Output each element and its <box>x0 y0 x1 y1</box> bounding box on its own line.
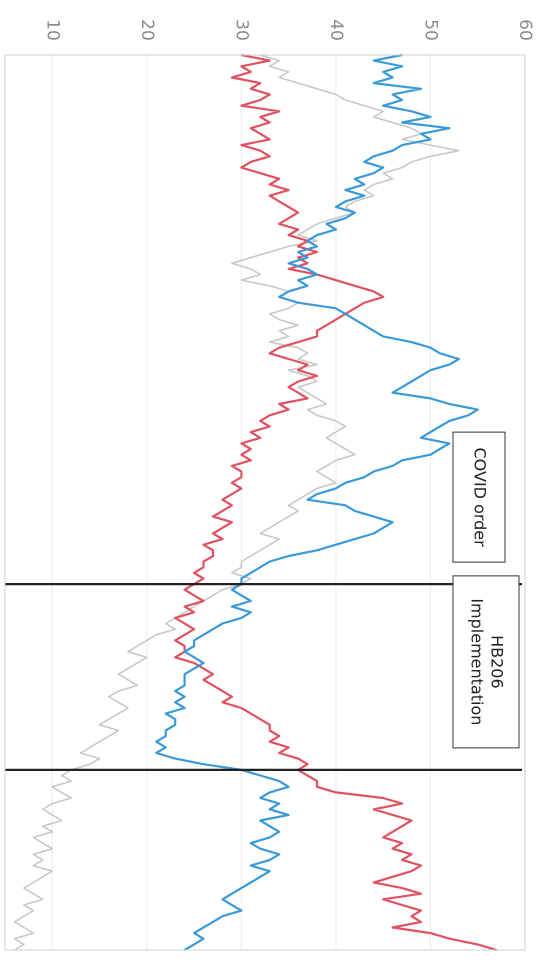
y-tick-label-50: 50 <box>420 19 440 41</box>
annotation-label-1: HB206Implementation <box>468 598 507 725</box>
y-tick-label-10: 10 <box>42 19 62 41</box>
y-tick-label-40: 40 <box>326 19 346 41</box>
series-line-1 <box>174 53 497 952</box>
series-line-2 <box>13 54 460 951</box>
annotation-layer: COVID order HB206Implementation <box>5 431 522 771</box>
y-tick-label-30: 30 <box>231 19 251 41</box>
y-tick-label-20: 20 <box>137 19 157 41</box>
y-tick-label-60: 60 <box>515 19 535 41</box>
y-axis-ticks: 10 20 30 40 50 60 <box>42 19 535 41</box>
series-line-0 <box>155 53 479 951</box>
annotation-label-0: COVID order <box>471 448 490 548</box>
series-layer <box>13 53 497 952</box>
plot-frame <box>4 54 526 951</box>
annotation-box-1 <box>452 575 520 749</box>
annotation-box-0 <box>452 431 506 563</box>
